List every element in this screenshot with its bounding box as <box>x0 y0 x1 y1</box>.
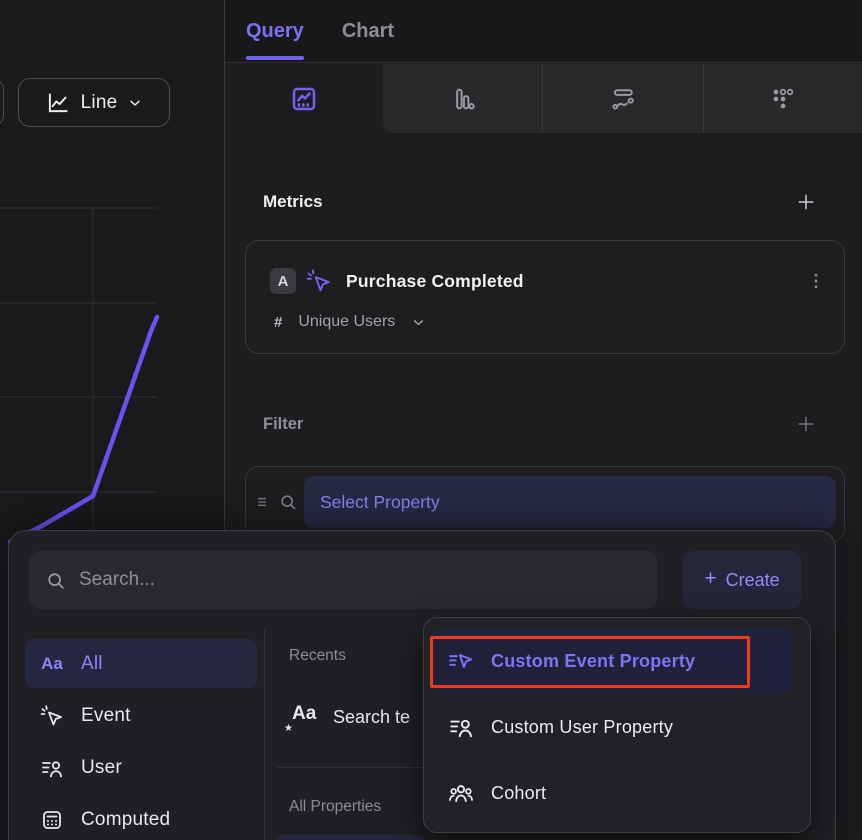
bar-chart-icon <box>455 88 475 109</box>
flow-chart-icon <box>612 88 634 110</box>
menu-item-cohort[interactable]: Cohort <box>432 760 792 826</box>
menu-item-label: Custom Event Property <box>491 650 696 671</box>
menu-item-custom-user-property[interactable]: Custom User Property <box>432 694 792 760</box>
select-property-placeholder: Select Property <box>320 491 440 512</box>
section-divider <box>277 767 427 768</box>
tab-flow-chart[interactable] <box>542 64 702 133</box>
category-label: Computed <box>81 808 171 830</box>
number-type-icon: # <box>274 313 283 331</box>
category-label: Event <box>81 704 131 726</box>
tab-bar-chart[interactable] <box>383 64 542 133</box>
filter-title: Filter <box>263 414 304 433</box>
metrics-title: Metrics <box>263 192 323 211</box>
grid-dots-icon <box>773 88 794 108</box>
category-label: User <box>81 756 122 778</box>
chart-type-label: Line <box>80 91 118 113</box>
filter-section-header: Filter <box>263 414 816 434</box>
kebab-menu-icon[interactable] <box>806 269 826 293</box>
category-item-computed[interactable]: Computed <box>25 795 257 840</box>
custom-event-property-icon <box>449 654 473 668</box>
recent-item-label: Search te <box>333 706 411 727</box>
custom-user-property-icon <box>450 719 472 738</box>
cohort-icon <box>449 785 473 803</box>
modal-column-divider <box>264 629 265 840</box>
event-icon <box>306 269 330 292</box>
metric-row-event: A Purchase Completed <box>270 267 826 295</box>
chart-type-tabs <box>225 64 862 133</box>
category-item-all[interactable]: Aa All <box>25 639 257 688</box>
add-metric-icon[interactable] <box>796 192 816 212</box>
all-properties-section-title: All Properties <box>289 798 382 815</box>
menu-item-custom-event-property[interactable]: Custom Event Property <box>432 628 792 694</box>
menu-item-label: Custom User Property <box>491 716 674 737</box>
category-item-event[interactable]: Event <box>25 691 257 740</box>
metric-card[interactable]: A Purchase Completed # Unique Users <box>245 240 845 354</box>
filter-card: Select Property <box>245 466 845 542</box>
add-filter-icon[interactable] <box>796 414 816 434</box>
category-label: All <box>81 652 103 674</box>
search-input[interactable]: Search... <box>29 551 657 609</box>
tab-chart-label: Chart <box>341 19 395 42</box>
chart-line-series <box>7 314 160 545</box>
text-type-icon: Aa <box>41 653 63 673</box>
user-property-icon <box>42 760 63 777</box>
inactive-chart-tabs <box>383 64 862 133</box>
metrics-section-header: Metrics <box>263 192 816 212</box>
category-list: Aa All Event <box>25 639 257 840</box>
tab-query-label: Query <box>246 19 304 42</box>
annotation-highlight-box <box>430 636 750 688</box>
create-button[interactable]: + Create <box>683 551 801 609</box>
chart-type-dropdown-button[interactable]: Line <box>18 78 170 127</box>
search-term-icon: Aa ★ <box>284 703 317 734</box>
search-placeholder: Search... <box>79 569 156 590</box>
aggregation-label: Unique Users <box>298 313 396 330</box>
create-property-menu: Custom Event Property Custom User Proper… <box>423 617 811 833</box>
computed-property-icon <box>43 810 61 829</box>
plus-icon: + <box>704 567 717 590</box>
create-button-label: Create <box>725 569 780 590</box>
search-icon <box>48 572 64 589</box>
active-tab-underline <box>246 56 304 60</box>
menu-item-label: Cohort <box>491 782 547 803</box>
partial-property-row[interactable] <box>276 835 424 840</box>
panel-header: Query Chart <box>225 0 862 63</box>
chevron-down-icon <box>414 319 424 325</box>
chevron-down-icon <box>130 100 141 106</box>
category-item-user[interactable]: User <box>25 743 257 792</box>
metric-event-name: Purchase Completed <box>346 270 524 291</box>
line-chart-icon <box>48 92 68 112</box>
tab-more-charts[interactable] <box>702 64 862 133</box>
recents-section-title: Recents <box>289 647 346 664</box>
recent-search-term-item[interactable]: Aa ★ Search te <box>284 699 411 735</box>
drag-handle-icon[interactable] <box>256 494 272 510</box>
tab-query[interactable]: Query <box>246 0 304 62</box>
tab-insights-active[interactable] <box>225 64 383 133</box>
select-property-input[interactable]: Select Property <box>304 476 836 528</box>
search-icon <box>281 495 296 510</box>
metric-badge: A <box>270 268 296 294</box>
insights-chart-icon <box>292 87 316 110</box>
tab-chart[interactable]: Chart <box>342 0 394 62</box>
star-icon: ★ <box>284 723 293 734</box>
modal-toolbar: Search... + Create <box>29 551 801 609</box>
event-icon <box>40 704 62 725</box>
metric-aggregation-dropdown[interactable]: # Unique Users <box>274 313 426 331</box>
